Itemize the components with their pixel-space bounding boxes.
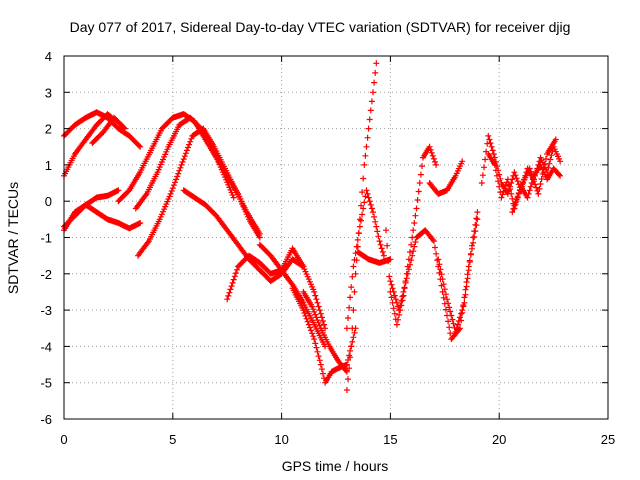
y-tick-label: -3	[40, 303, 52, 318]
data-point-markers	[115, 111, 263, 241]
x-tick-label: 25	[601, 432, 615, 447]
axis-ticks: 0 5 10 15 20 25 -6 -5 -4 -3 -2 -1 0 1 2 3 4	[40, 49, 615, 447]
series-track-2	[61, 111, 115, 179]
series-track-16	[354, 249, 394, 266]
chart-title: Day 077 of 2017, Sidereal Day-to-day VTE…	[70, 19, 571, 35]
y-tick-label: 4	[45, 49, 52, 64]
y-tick-label: -5	[40, 376, 52, 391]
x-tick-label: 20	[492, 432, 506, 447]
data-point-markers	[509, 136, 559, 216]
y-tick-label: -6	[40, 412, 52, 427]
data-point-markers	[435, 209, 481, 335]
data-point-markers	[343, 187, 387, 332]
series-track-18	[387, 216, 481, 343]
y-tick-label: -4	[40, 339, 52, 354]
data-points	[61, 60, 564, 393]
series-track-20	[426, 158, 466, 197]
x-tick-label: 0	[60, 432, 67, 447]
data-point-markers	[61, 109, 144, 150]
data-point-markers	[135, 125, 263, 259]
data-point-markers	[426, 158, 466, 197]
series-track-19	[435, 209, 481, 335]
grid-lines	[64, 56, 608, 419]
series-track-6	[115, 111, 263, 241]
series-track-15	[343, 187, 387, 332]
y-tick-label: -1	[40, 231, 52, 246]
series-track-3	[89, 114, 128, 147]
series-track-9	[180, 187, 307, 285]
series-track-1	[61, 109, 144, 150]
x-tick-label: 5	[169, 432, 176, 447]
series-track-23	[509, 136, 559, 216]
y-tick-label: 0	[45, 194, 52, 209]
x-axis-label: GPS time / hours	[282, 458, 389, 474]
data-point-markers	[89, 114, 128, 147]
data-point-markers	[180, 187, 307, 285]
x-tick-label: 15	[383, 432, 397, 447]
data-point-markers	[387, 216, 481, 343]
y-axis-label: SDTVAR / TECUs	[5, 182, 21, 294]
data-point-markers	[61, 111, 115, 179]
data-point-markers	[354, 249, 394, 266]
series-track-8	[135, 125, 263, 259]
data-point-markers	[300, 288, 350, 375]
x-tick-label: 10	[274, 432, 288, 447]
series-track-13	[300, 288, 350, 375]
y-tick-label: 3	[45, 85, 52, 100]
y-tick-label: -2	[40, 267, 52, 282]
y-tick-label: 1	[45, 158, 52, 173]
y-tick-label: 2	[45, 122, 52, 137]
